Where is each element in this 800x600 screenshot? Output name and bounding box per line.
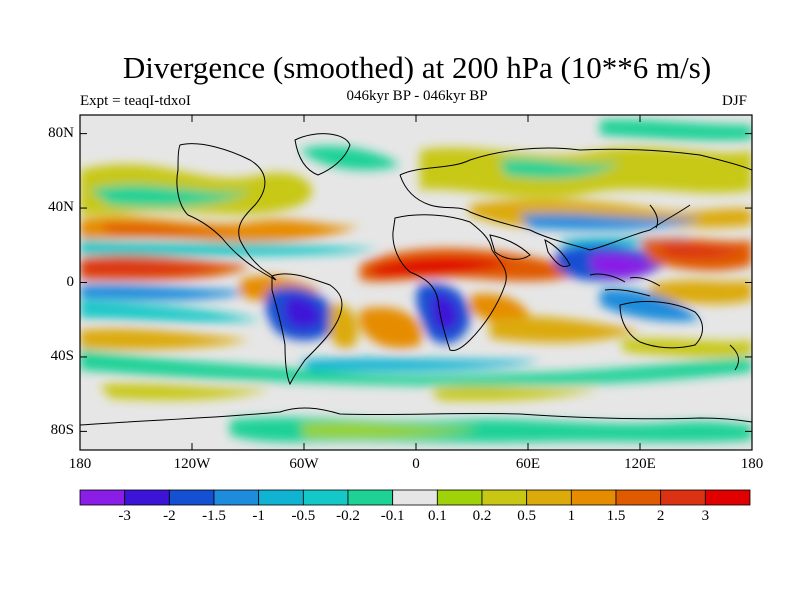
page-title: Divergence (smoothed) at 200 hPa (10**6 … (122, 50, 712, 85)
colorbar-label: -0.2 (336, 508, 360, 524)
colorbar-swatch (258, 489, 304, 506)
colorbar-label: -0.5 (291, 508, 316, 524)
lon-label: 60W (289, 456, 319, 472)
divergence-field (80, 115, 752, 450)
lon-label: 60E (515, 456, 541, 472)
colorbar-swatch (615, 489, 662, 506)
colorbar-label: -0.1 (380, 508, 405, 524)
colorbar-label: 0.5 (517, 508, 537, 524)
colorbar-label: 0.2 (472, 508, 492, 524)
period-subtitle: 046kyr BP - 046kyr BP (346, 88, 488, 104)
lon-label: 120W (173, 456, 211, 472)
colorbar-swatch (436, 489, 483, 506)
colorbar-swatch (79, 489, 126, 506)
coastlines (80, 133, 752, 426)
colorbar-label: -1.5 (202, 508, 226, 524)
lon-label: 0 (412, 456, 420, 472)
season-label: DJF (722, 93, 748, 109)
colorbar-swatch (347, 489, 394, 506)
axis-ticks (79, 115, 753, 450)
colorbar-swatch (124, 489, 170, 506)
colorbar-label: -1 (252, 508, 265, 524)
lat-label: 40S (50, 347, 74, 364)
colorbar-swatch (302, 489, 349, 506)
lat-label: 80S (50, 422, 74, 439)
lat-label: 80N (48, 124, 74, 141)
lat-label: 40N (48, 199, 74, 216)
colorbar-swatch (704, 489, 751, 506)
colorbar-label: 1 (567, 508, 576, 524)
colorbar-label: 2 (656, 508, 665, 524)
experiment-label: Expt = teaqI-tdxoI (80, 93, 191, 109)
colorbar-label: -2 (163, 508, 176, 524)
colorbar-label: 3 (701, 508, 710, 524)
colorbar-swatch (570, 489, 617, 506)
lon-label: 120E (624, 456, 656, 472)
colorbar (79, 489, 751, 506)
colorbar-label: 0.1 (427, 508, 447, 524)
colorbar-swatch (392, 489, 438, 506)
colorbar-swatch (660, 489, 706, 506)
colorbar-label: -3 (118, 508, 131, 524)
lon-label: 180 (68, 456, 92, 472)
colorbar-swatch (168, 489, 215, 506)
lat-label: 0 (66, 273, 75, 290)
colorbar-swatch (213, 489, 260, 506)
colorbar-label: 1.5 (606, 508, 626, 524)
lon-label: 180 (740, 456, 764, 472)
colorbar-swatch (481, 489, 528, 506)
colorbar-swatch (526, 489, 572, 506)
